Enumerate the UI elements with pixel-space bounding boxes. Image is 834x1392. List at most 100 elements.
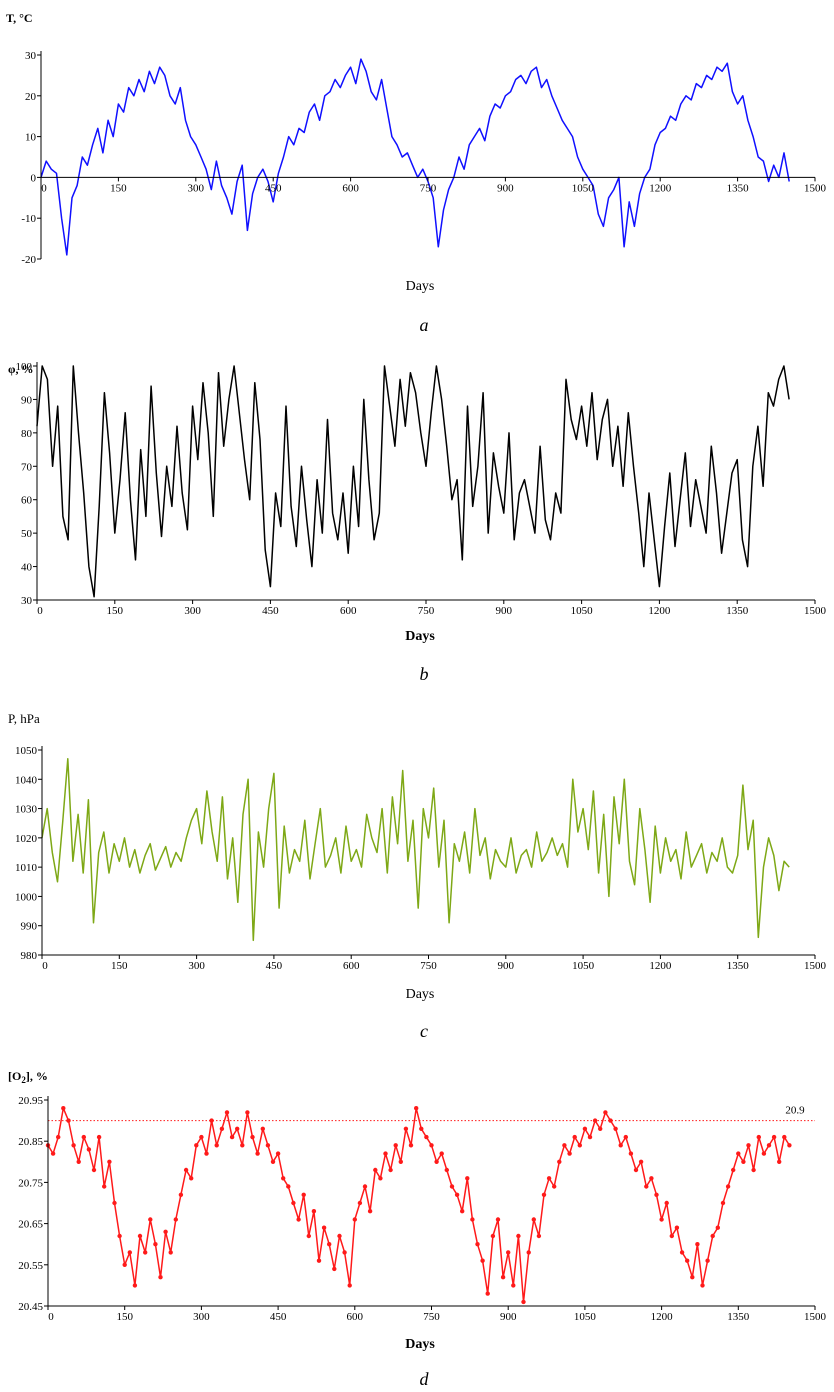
chart-b-x-tick-label: 0 [37,605,43,617]
chart-b-x-tick-label: 600 [340,605,357,617]
chart-d-data-point [690,1275,695,1280]
chart-c-x-tick-label: 1500 [804,960,827,972]
chart-d-data-point [649,1176,654,1181]
chart-d-data-point [577,1143,582,1148]
chart-c-x-tick-label: 1350 [727,960,750,972]
chart-d-data-point [552,1184,557,1189]
chart-b-x-tick-label: 150 [107,605,124,617]
chart-d-x-tick-label: 1350 [727,1311,750,1323]
chart-d-data-point [705,1258,710,1263]
chart-d-y-tick-label: 20.85 [18,1136,43,1148]
chart-d-data-point [373,1167,378,1173]
chart-d-data-point [715,1225,720,1230]
chart-d-data-point [337,1233,342,1239]
chart-d-data-point [644,1184,649,1189]
chart-d-data-point [352,1217,357,1222]
chart-d-data-point [260,1126,265,1132]
chart-d-xlabel: Days [405,1337,435,1352]
chart-d-data-point [178,1192,184,1198]
chart-c-y-tick-label: 1040 [15,774,38,786]
chart-c-x-tick-label: 1050 [572,960,595,972]
chart-d-data-point [725,1184,731,1189]
chart-a-xlabel: Days [406,279,435,294]
chart-d-data-point [613,1126,618,1132]
chart-d-data-point [66,1118,71,1123]
chart-d-data-point [516,1233,521,1239]
chart-d-data-point [367,1209,373,1214]
chart-c-y-tick-label: 1030 [15,804,38,816]
chart-a-caption: a [420,315,429,335]
chart-d-data-point [71,1143,76,1148]
chart-b-y-tick-label: 60 [21,495,33,507]
chart-d-data-point [414,1106,419,1111]
chart-a-x-tick-label: 1050 [572,182,595,194]
chart-d-data-point [603,1110,608,1115]
chart-b-y-tick-label: 80 [21,428,33,440]
chart-a-x-tick-label: 1500 [804,182,827,194]
chart-d-data-point [736,1151,741,1156]
chart-c-x-tick-label: 450 [266,960,283,972]
chart-d-x-tick-label: 900 [500,1311,517,1323]
chart-a-y-tick-label: -10 [21,213,36,225]
chart-d-data-point [281,1176,286,1181]
chart-d-x-tick-label: 150 [116,1311,133,1323]
chart-d-data-point [296,1217,301,1222]
chart-d-data-point [598,1126,603,1132]
chart-d-data-point [143,1250,148,1255]
chart-d-data-point [50,1151,56,1156]
chart-d-data-point [756,1134,761,1140]
chart-d-data-point [618,1143,623,1148]
chart-d-data-point [270,1159,276,1165]
chart-d-data-point [393,1143,398,1148]
chart-d-data-point [342,1250,347,1255]
chart-d-data-point [787,1143,792,1148]
chart-b-y-tick-label: 50 [21,528,33,540]
chart-d-data-point [250,1134,255,1140]
chart-d-data-point [659,1217,664,1222]
chart-c-x-tick-label: 1200 [649,960,672,972]
chart-a-x-tick-label: 600 [342,182,359,194]
chart-d-data-point [506,1250,511,1255]
chart-d-data-point [546,1176,552,1181]
chart-a-y-tick-label: 30 [25,50,37,62]
chart-d-data-point [500,1275,506,1280]
chart-d-data-point [460,1209,465,1214]
chart-d-x-tick-label: 1050 [574,1311,597,1323]
chart-c-y-tick-label: 990 [21,921,38,933]
chart-d-data-point [306,1233,311,1239]
chart-d-data-point [766,1143,772,1148]
chart-d-data-point [173,1217,178,1222]
chart-d-data-point [511,1283,516,1288]
chart-a-x-tick-label: 0 [41,182,47,194]
chart-c-x-tick-label: 600 [343,960,360,972]
chart-b-y-tick-label: 90 [21,394,33,406]
chart-d-data-point [685,1258,690,1263]
chart-d-data-point [669,1233,674,1239]
chart-b-y-tick-label: 30 [21,595,33,607]
chart-c-x-tick-label: 900 [498,960,515,972]
chart-b-xlabel: Days [405,629,435,644]
chart-d-data-point [664,1200,669,1206]
chart-d-data-point [419,1126,424,1132]
chart-d-data-point [91,1167,97,1173]
chart-d-data-point [572,1134,577,1140]
chart-a-x-tick-label: 450 [265,182,282,194]
chart-d-data-point [229,1134,235,1140]
chart-c-pressure: P, hPa 980 990 1000 1010 1020 1030 1040 1050 0 15… [8,711,827,1041]
chart-d-data-point [465,1176,470,1181]
chart-d-oxygen: [O2], % 20.920.4520.5520.6520.7520.8520.… [8,1069,827,1389]
chart-d-data-point [444,1167,449,1173]
chart-d-data-point [301,1192,306,1198]
chart-d-data-point [449,1184,455,1189]
chart-b-ylabel: φ, % [8,362,34,376]
chart-d-data-point [245,1110,250,1115]
chart-b-x-tick-label: 1500 [804,605,827,617]
chart-a-y-tick-label: 10 [25,132,37,144]
chart-d-x-tick-label: 600 [347,1311,364,1323]
chart-d-data-point [81,1134,87,1140]
chart-d-data-point [183,1167,189,1173]
chart-d-data-point [710,1233,715,1239]
chart-d-data-point [255,1151,260,1156]
